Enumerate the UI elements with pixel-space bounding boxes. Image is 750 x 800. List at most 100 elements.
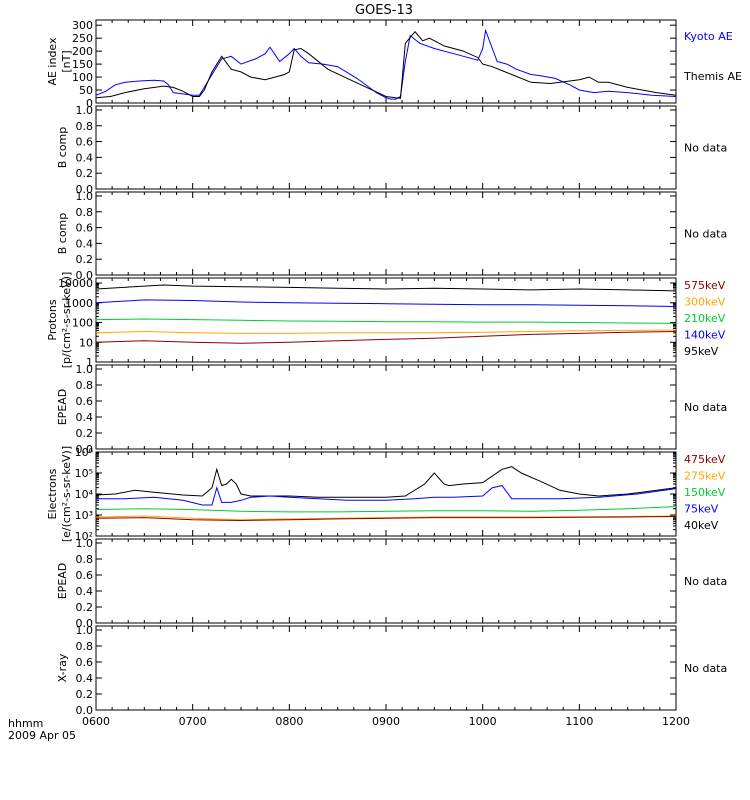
- series-line-575kev: [95, 331, 677, 344]
- y-tick-label: 1.0: [76, 363, 94, 376]
- y-axis-title: [nT]: [60, 50, 73, 72]
- y-tick-label: 10: [79, 336, 93, 349]
- legend-entry: Themis AE: [683, 70, 742, 83]
- x-tick-label: 1000: [469, 715, 497, 728]
- y-tick-label: 0.0: [76, 617, 94, 630]
- y-tick-label: 10³: [75, 509, 93, 522]
- y-tick-label: 0.0: [76, 443, 94, 456]
- y-axis-title: X-ray: [56, 653, 69, 682]
- series-line-300kev: [95, 329, 677, 334]
- y-tick-label: 200: [72, 45, 93, 58]
- no-data-label: No data: [684, 401, 727, 414]
- panel-frame: [95, 19, 677, 104]
- y-axis-title: Protons: [46, 299, 59, 340]
- y-tick-label: 0.8: [76, 206, 94, 219]
- no-data-label: No data: [684, 142, 727, 155]
- x-tick-label: 0600: [82, 715, 110, 728]
- series-line-75kev: [96, 485, 677, 506]
- series-line-themis-ae: [95, 30, 677, 99]
- panel-frame: [95, 538, 677, 624]
- y-tick-label: 100: [72, 71, 93, 84]
- y-tick-label: 0.0: [76, 704, 94, 717]
- x-tick-label: 1100: [565, 715, 593, 728]
- y-tick-label: 1: [86, 356, 93, 369]
- y-tick-label: 0.2: [76, 688, 94, 701]
- panel-frame: [95, 277, 677, 363]
- y-axis-title: Electrons: [46, 468, 59, 519]
- y-tick-label: 1.0: [76, 537, 94, 550]
- series-line-140kev: [95, 299, 677, 307]
- y-tick-label: 0.2: [76, 253, 94, 266]
- panel-frame: [95, 105, 677, 190]
- y-tick-label: 1.0: [76, 104, 94, 117]
- y-tick-label: 0: [86, 97, 93, 110]
- legend-entry: 75keV: [684, 503, 719, 516]
- panel-protons: 1 10 100 1000 10000 Protons [p/(cm²-s-sr-keV)]…: [46, 272, 726, 369]
- y-tick-label: 0.8: [76, 120, 94, 133]
- y-tick-label: 0.6: [76, 395, 94, 408]
- panel-electrons: 10² 10³ 10⁴ 10⁵ 10⁶ Electrons [e/(cm²-s-sr-keV…: [46, 446, 726, 543]
- y-tick-label: 0.6: [76, 569, 94, 582]
- x-tick-label: 0800: [275, 715, 303, 728]
- x-tick-label: 0900: [372, 715, 400, 728]
- y-tick-label: 150: [72, 58, 93, 71]
- legend-entry: 300keV: [684, 296, 726, 309]
- panel-bcomp1: 0.0 0.2 0.4 0.6 0.8 1.0 B comp No data: [56, 104, 727, 196]
- y-tick-label: 10⁵: [75, 467, 93, 480]
- y-tick-label: 0.8: [76, 640, 94, 653]
- y-tick-label: 0.2: [76, 167, 94, 180]
- legend-entry: Kyoto AE: [684, 30, 733, 43]
- series-line-kyoto-ae: [95, 28, 677, 100]
- y-axis-title: B comp: [56, 127, 69, 169]
- legend-entry: 95keV: [684, 345, 719, 358]
- legend-entry: 150keV: [684, 486, 726, 499]
- panel-frame: [95, 191, 677, 276]
- legend-entry: 40keV: [684, 519, 719, 532]
- series-line-150kev: [95, 506, 677, 513]
- series-line-475kev: [95, 516, 677, 522]
- y-tick-label: 0.6: [76, 136, 94, 149]
- y-tick-label: 10⁶: [75, 446, 94, 459]
- legend-entry: 210keV: [684, 312, 726, 325]
- panel-bcomp2: 0.0 0.2 0.4 0.6 0.8 1.0 B comp No data: [56, 190, 727, 282]
- y-tick-label: 0.8: [76, 553, 94, 566]
- y-tick-label: 250: [72, 32, 93, 45]
- y-tick-label: 0.4: [76, 151, 94, 164]
- y-tick-label: 10000: [58, 277, 93, 290]
- y-tick-label: 0.4: [76, 237, 94, 250]
- y-tick-label: 0.4: [76, 585, 94, 598]
- y-axis-title: AE index: [46, 37, 59, 86]
- panel-frame: [95, 625, 677, 711]
- plot-title: GOES-13: [355, 3, 413, 18]
- no-data-label: No data: [684, 662, 727, 675]
- y-tick-label: 0.0: [76, 183, 94, 196]
- legend-entry: 475keV: [684, 453, 726, 466]
- legend-entry: 575keV: [684, 279, 726, 292]
- y-tick-label: 1.0: [76, 624, 94, 637]
- legend-entry: 275keV: [684, 470, 726, 483]
- y-axis-title: B comp: [56, 213, 69, 255]
- y-axis-title: [p/(cm²-s-sr-keV)]: [60, 272, 73, 369]
- y-tick-label: 100: [72, 317, 93, 330]
- x-tick-label: 1200: [662, 715, 690, 728]
- y-axis-title: EPEAD: [56, 389, 69, 426]
- y-tick-label: 0.4: [76, 672, 94, 685]
- y-axis-title: [e/(cm²-s-sr-keV)]: [60, 446, 73, 542]
- series-line-40kev: [95, 466, 677, 498]
- time-axis-label: hhmm: [8, 717, 43, 730]
- no-data-label: No data: [684, 228, 727, 241]
- y-tick-label: 10²: [75, 530, 93, 543]
- y-tick-label: 0.6: [76, 222, 94, 235]
- x-tick-label: 0700: [179, 715, 207, 728]
- panel-frame: [95, 364, 677, 450]
- panel-epead2: 0.0 0.2 0.4 0.6 0.8 1.0 EPEAD No data: [56, 537, 727, 630]
- panel-epead1: 0.0 0.2 0.4 0.6 0.8 1.0 EPEAD No data: [56, 363, 727, 456]
- panel-xray: 0.0 0.2 0.4 0.6 0.8 1.0 X-ray No data: [56, 624, 727, 717]
- y-tick-label: 0.6: [76, 656, 94, 669]
- panel-frame: [95, 451, 677, 537]
- time-axis-date: 2009 Apr 05: [8, 729, 76, 742]
- y-tick-label: 10⁴: [75, 488, 94, 501]
